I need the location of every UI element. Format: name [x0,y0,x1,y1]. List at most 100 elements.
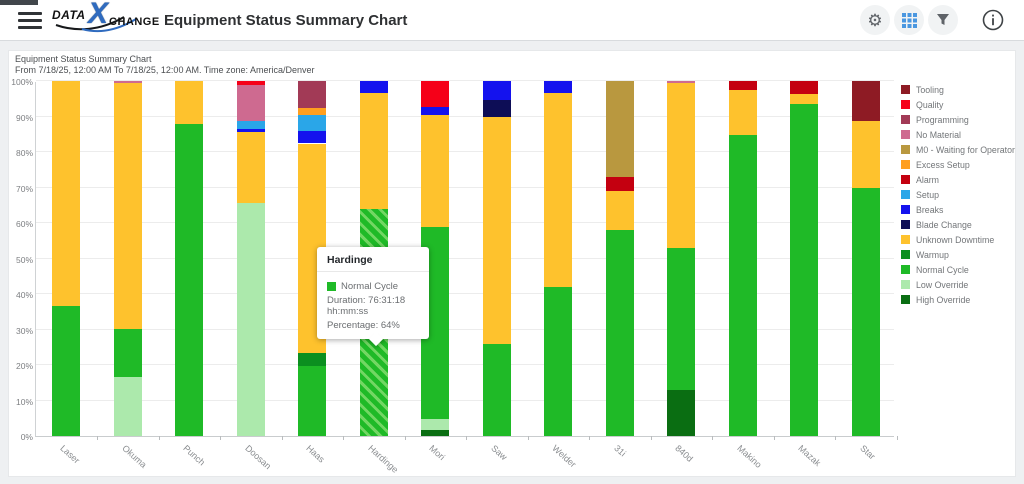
segment-setup[interactable] [298,114,326,131]
legend-item-tooling[interactable]: Tooling [901,82,1017,97]
segment-unknown-downtime[interactable] [667,82,695,248]
x-axis-labels: Laser Okuma Punch Doosan Haas Hardinge Mori Saw… [35,443,894,479]
segment-setup[interactable] [236,120,265,129]
segment-normal-cycle[interactable] [482,344,511,436]
segment-low-override[interactable] [113,377,142,436]
legend-item-blade-change[interactable]: Blade Change [901,217,1017,232]
segment-unknown-downtime[interactable] [359,93,388,209]
legend-item-warmup[interactable]: Warmup [901,247,1017,262]
segment-tooling[interactable] [851,81,880,122]
segment-normal-cycle[interactable] [544,286,572,436]
bar-mazak[interactable] [790,81,818,436]
segment-unknown-downtime[interactable] [851,121,880,188]
legend-item-normal-cycle[interactable]: Normal Cycle [901,262,1017,277]
x-label-welder: Welder [550,443,579,470]
segment-unknown-downtime[interactable] [790,94,818,105]
x-label-840d: 840d [673,443,695,464]
table-grid-icon[interactable] [894,5,924,35]
x-tick [773,436,775,440]
segment-normal-cycle[interactable] [175,123,203,436]
segment-blade-change[interactable] [482,99,511,117]
gridline [36,186,894,188]
bar-makino[interactable] [728,81,757,436]
segment-unknown-downtime[interactable] [175,81,203,124]
segment-breaks[interactable] [421,107,449,115]
segment-normal-cycle[interactable] [298,366,326,436]
y-tick-label: 90% [15,112,33,123]
segment-normal-cycle[interactable] [113,329,142,378]
filter-funnel-icon[interactable] [928,5,958,35]
segment-unknown-downtime[interactable] [605,191,634,231]
legend-item-high-override[interactable]: High Override [901,292,1017,307]
x-label-31i: 31i [611,443,628,459]
segment-quality[interactable] [421,81,449,108]
segment-unknown-downtime[interactable] [728,89,757,135]
bar-haas[interactable] [298,81,326,436]
legend-item-breaks[interactable]: Breaks [901,202,1017,217]
segment-no-material[interactable] [236,84,265,121]
legend-item-excess-setup[interactable]: Excess Setup [901,157,1017,172]
bar-welder[interactable] [544,81,572,436]
legend-item-alarm[interactable]: Alarm [901,172,1017,187]
bar-star[interactable] [851,81,880,436]
bar-31i[interactable] [605,81,634,436]
segment-no-material[interactable] [667,81,695,83]
bar-saw[interactable] [482,81,511,436]
segment-breaks[interactable] [236,128,265,133]
x-label-mazak: Mazak [796,443,823,469]
settings-gear-icon[interactable]: ⚙ [860,5,890,35]
bar-okuma[interactable] [113,81,142,436]
legend-item-low-override[interactable]: Low Override [901,277,1017,292]
x-tick [896,436,898,440]
segment-programming[interactable] [298,81,326,108]
segment-quality[interactable] [236,81,265,85]
legend-item-m0-waiting-for-operator[interactable]: M0 - Waiting for Operator [901,142,1017,157]
bar-840d[interactable] [667,81,695,436]
bar-punch[interactable] [175,81,203,436]
segment-breaks[interactable] [544,81,572,94]
segment-alarm[interactable] [790,81,818,95]
legend-item-programming[interactable]: Programming [901,112,1017,127]
gridline [36,80,894,81]
segment-breaks[interactable] [298,130,326,144]
segment-high-override[interactable] [421,429,449,436]
segment-unknown-downtime[interactable] [544,93,572,287]
dataxchange-logo[interactable]: DATA X CHANGE [52,0,159,37]
legend-swatch [901,220,910,229]
segment-normal-cycle[interactable] [52,306,80,436]
gridline [36,222,894,223]
segment-low-override[interactable] [236,202,265,436]
segment-normal-cycle[interactable] [851,187,880,436]
segment-unknown-downtime[interactable] [482,116,511,345]
segment-high-override[interactable] [667,389,695,436]
gridline [36,293,894,294]
segment-m0-waiting-for-operator[interactable] [605,81,634,177]
segment-unknown-downtime[interactable] [421,114,449,227]
segment-breaks[interactable] [482,81,511,100]
menu-icon[interactable] [18,11,42,29]
segment-normal-cycle[interactable] [605,230,634,436]
segment-breaks[interactable] [359,81,388,94]
segment-unknown-downtime[interactable] [113,83,142,330]
segment-excess-setup[interactable] [298,108,326,115]
segment-no-material[interactable] [113,81,142,84]
bar-doosan[interactable] [236,81,265,436]
segment-normal-cycle[interactable] [667,247,695,390]
segment-normal-cycle[interactable] [728,134,757,436]
legend-item-quality[interactable]: Quality [901,97,1017,112]
segment-warmup[interactable] [298,352,326,367]
tooltip-machine-name: Hardinge [317,247,429,272]
x-tick [404,436,406,440]
segment-alarm[interactable] [605,176,634,192]
bar-laser[interactable] [52,81,80,436]
segment-alarm[interactable] [728,81,757,90]
segment-unknown-downtime[interactable] [236,132,265,203]
segment-normal-cycle[interactable] [790,104,818,436]
segment-unknown-downtime[interactable] [52,81,80,307]
legend-item-no-material[interactable]: No Material [901,127,1017,142]
tooltip-duration: Duration: 76:31:18 hh:mm:ss [327,295,406,317]
legend-item-setup[interactable]: Setup [901,187,1017,202]
info-icon[interactable] [976,3,1010,37]
segment-low-override[interactable] [421,418,449,430]
legend-item-unknown-downtime[interactable]: Unknown Downtime [901,232,1017,247]
